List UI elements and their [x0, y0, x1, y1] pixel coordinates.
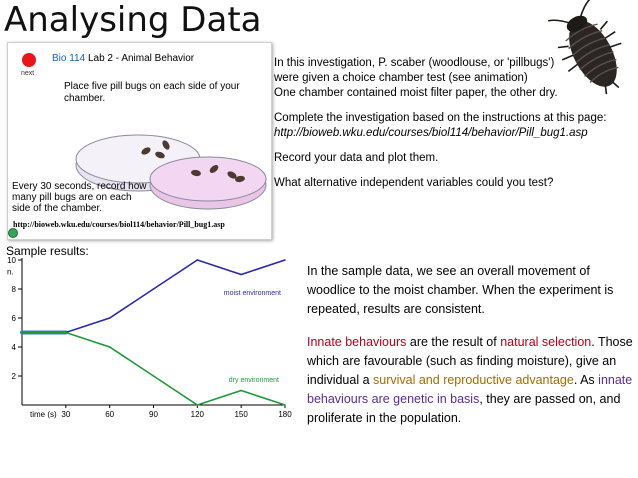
x-tick-label: 60 [105, 410, 114, 419]
data-point [108, 317, 111, 319]
data-point [65, 331, 67, 334]
x-tick-label: 180 [278, 410, 292, 419]
data-point [196, 259, 199, 261]
chart-labels: time (s) n. moist environment dry environme… [7, 268, 281, 419]
lab-title: Bio 114 Lab 2 - Animal Behavior [52, 53, 194, 64]
instructions-para-3: Record your data and plot them. [274, 152, 439, 164]
analysis-para-1: In the sample data, we see an overall mo… [307, 264, 614, 316]
data-point [196, 404, 199, 406]
x-tick-label: 30 [61, 410, 70, 419]
instructions-para-4: What alternative independent variables c… [274, 177, 554, 189]
analysis-text-span: . As [573, 373, 599, 387]
chart-lines [20, 259, 286, 406]
data-point [152, 375, 155, 377]
data-point [284, 404, 286, 406]
instruction-place-bugs: Place five pill bugs on each side of you… [64, 81, 240, 104]
analysis-text: In the sample data, we see an overall mo… [307, 262, 633, 442]
instructions-line: In this investigation, P. scaber (woodlo… [274, 57, 555, 69]
chart-ticks: 10 8 6 4 2 30 60 90 120 150 180 [7, 256, 292, 419]
woodlouse-icon [548, 0, 622, 95]
slide-title: Analysing Data [4, 0, 262, 40]
data-point [284, 259, 286, 261]
analysis-text-span: are the result of [406, 335, 501, 349]
red-dot-icon[interactable] [22, 53, 36, 67]
term-genetic-basis: innate behaviours are genetic in basis [307, 373, 633, 406]
sample-results-label: Sample results: [6, 244, 89, 258]
instructions-line: One chamber contained moist filter paper… [274, 87, 558, 99]
term-innate-behaviours: Innate behaviours [307, 335, 407, 349]
data-point [152, 288, 155, 290]
x-tick-label: 120 [191, 410, 205, 419]
instructions-para-1: In this investigation, P. scaber (woodlo… [274, 56, 634, 101]
y-tick-label: 10 [7, 256, 16, 265]
next-label[interactable]: next [21, 70, 35, 77]
x-tick-label: 90 [149, 410, 158, 419]
analysis-text-span: . Those which are favourable (such as fi… [307, 335, 633, 387]
course-code: Bio 114 [52, 53, 86, 64]
animation-panel[interactable]: next Bio 114 Lab 2 - Animal Behavior Pla… [7, 42, 272, 240]
lab-title-text: Lab 2 - Animal Behavior [85, 53, 195, 64]
instruction-record: Every 30 seconds, record how many pill b… [12, 181, 147, 214]
instructions-line: Complete the investigation based on the … [274, 112, 607, 124]
series-label: moist environment [224, 290, 281, 297]
term-survival-advantage: survival and reproductive advantage [373, 373, 574, 387]
y-tick-label: 8 [12, 285, 17, 294]
x-tick-label: 150 [234, 410, 248, 419]
data-point [240, 273, 242, 276]
instructions-para-2: Complete the investigation based on the … [274, 111, 634, 141]
y-tick-label: 6 [12, 314, 17, 323]
instructions-line: were given a choice chamber test (see an… [274, 72, 528, 84]
analysis-para-2: Innate behaviours are the result of natu… [307, 333, 633, 428]
term-natural-selection: natural selection [500, 335, 592, 349]
data-point [240, 389, 242, 392]
data-point [108, 346, 111, 348]
y-tick-label: 2 [12, 372, 17, 381]
instructions-link[interactable]: http://bioweb.wku.edu/courses/biol114/be… [274, 127, 588, 139]
animation-url[interactable]: http://bioweb.wku.edu/courses/biol114/be… [13, 220, 225, 229]
analysis-text-span: , they are passed on, and proliferate in… [307, 392, 621, 425]
y-tick-label: 4 [12, 343, 17, 352]
series-label: dry environment [229, 377, 279, 384]
series-line-dry [22, 331, 286, 406]
results-chart: 10 8 6 4 2 30 60 90 120 150 180 time (s) n. moist en… [7, 256, 292, 419]
choice-chamber-illustration [75, 134, 267, 210]
instructions-text: In this investigation, P. scaber (woodlo… [274, 56, 634, 201]
x-axis-label: time (s) [30, 410, 57, 419]
y-axis-label: n. [7, 268, 14, 277]
globe-icon [8, 228, 18, 238]
data-point [21, 331, 23, 334]
